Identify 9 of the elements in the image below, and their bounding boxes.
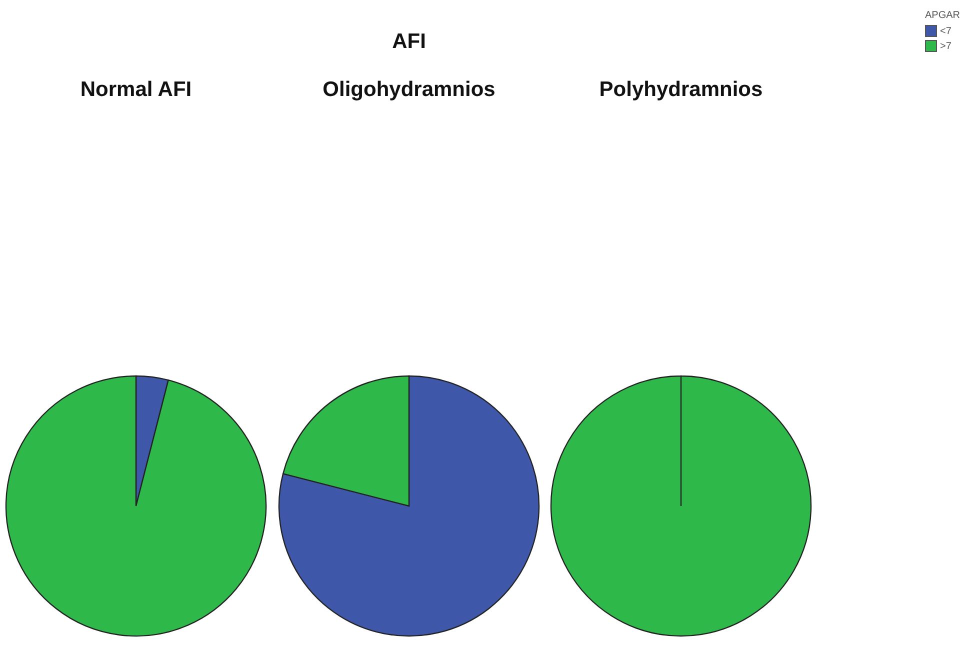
pie-slice	[5, 375, 267, 636]
text: AFI	[391, 30, 427, 54]
pie-slice	[278, 375, 540, 636]
legend-title: APGAR	[924, 10, 960, 21]
chart-title: Normal AFI	[79, 78, 193, 102]
legend-label: <7	[940, 26, 952, 36]
chart-title: Oligohydramnios	[322, 78, 496, 102]
legend-label: >7	[940, 40, 952, 52]
text: Polyhydramnios	[598, 78, 764, 102]
